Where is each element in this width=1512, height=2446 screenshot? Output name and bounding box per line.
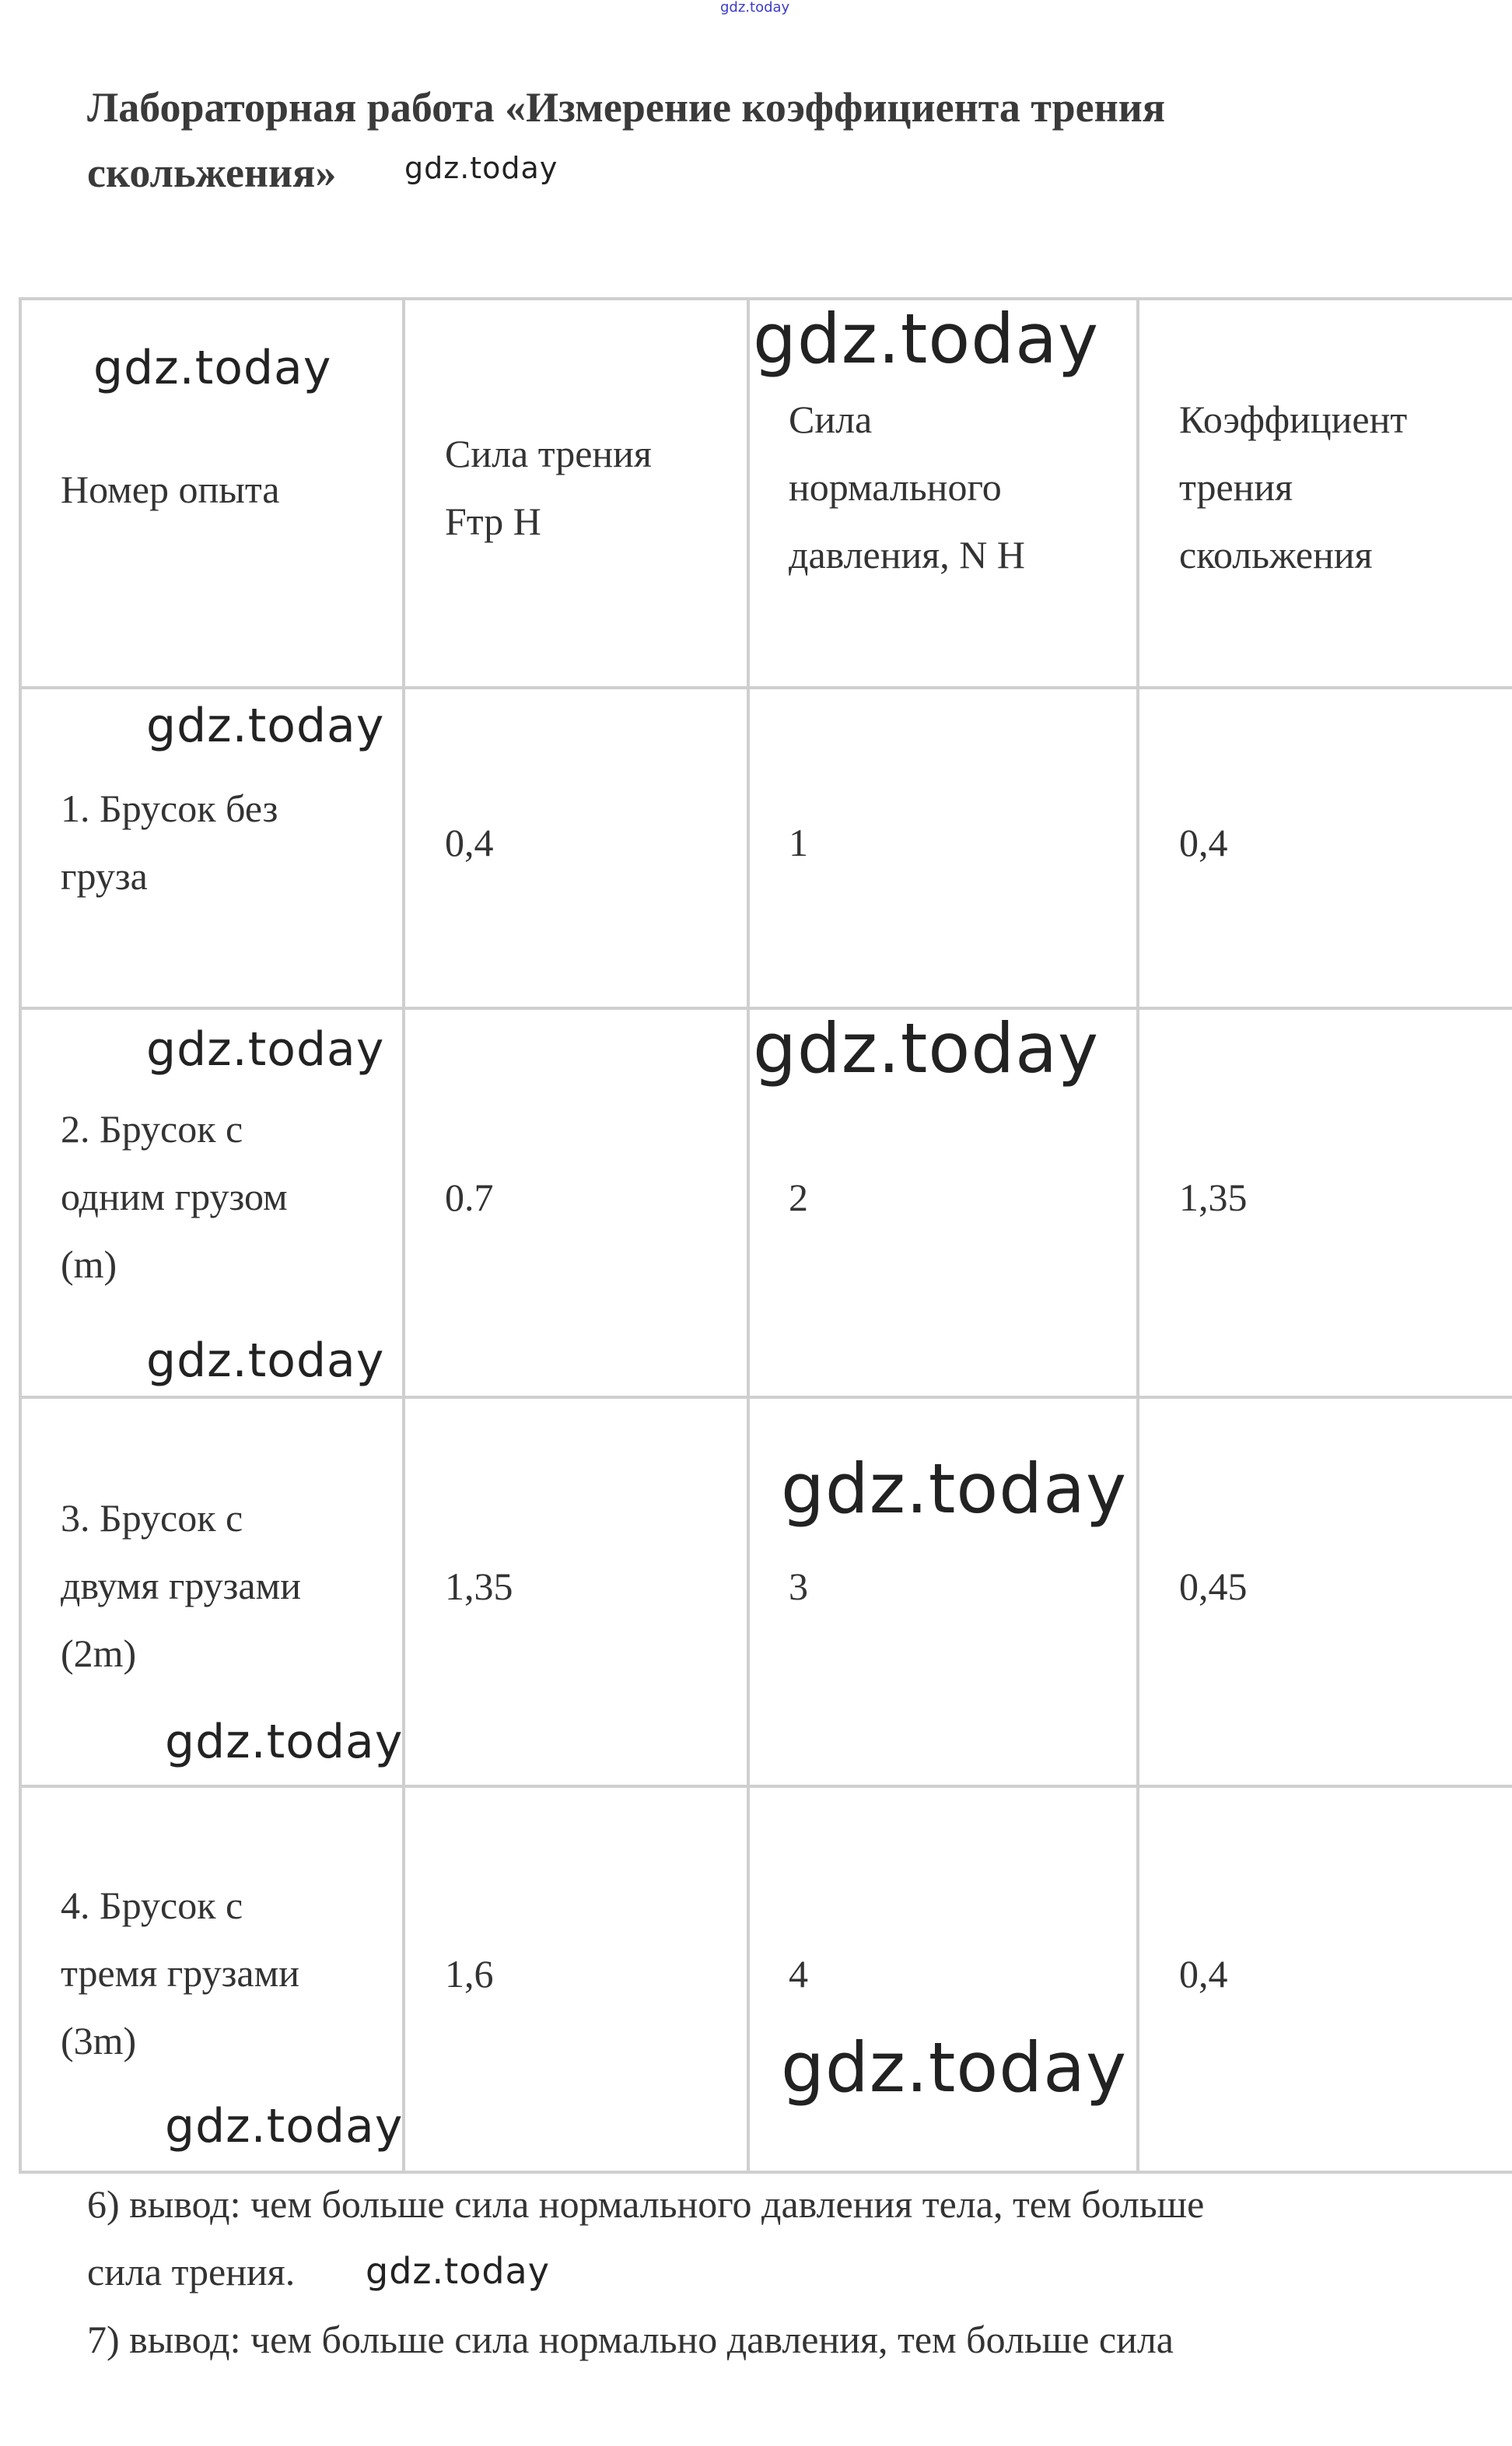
table-border (19, 1007, 1512, 1010)
table-border (402, 297, 405, 2174)
table-row-3-experiment: 3. Брусок с двумя грузами (2m) (61, 1484, 301, 1687)
watermark: gdz.today (366, 2250, 550, 2292)
watermark: gdz.today (93, 341, 332, 395)
table-border (19, 686, 1512, 689)
watermark: gdz.today (165, 2099, 404, 2153)
table-row-3-friction: 1,35 (445, 1565, 513, 1608)
watermark: gdz.today (753, 299, 1100, 379)
table-border (19, 297, 22, 2174)
table-border (747, 297, 750, 2174)
cell-text: груза (61, 854, 148, 898)
cell-text: (2m) (61, 1631, 137, 1675)
table-border (19, 1785, 1512, 1788)
watermark: gdz.today (781, 1449, 1128, 1529)
watermark: gdz.today (165, 1715, 404, 1769)
page-title-line2: скольжения» (87, 149, 337, 196)
table-row-3-coefficient: 0,45 (1179, 1565, 1248, 1608)
header-text: Коэффициент (1179, 398, 1408, 441)
table-border (1136, 297, 1139, 2174)
table-row-2-experiment: 2. Брусок с одним грузом (m) (61, 1095, 288, 1298)
watermark: gdz.today (146, 1333, 385, 1388)
cell-text: 3. Брусок с (61, 1496, 243, 1540)
header-text: Fтр Н (445, 499, 541, 543)
cell-text: тремя грузами (61, 1951, 299, 1995)
table-border (19, 2171, 1512, 2174)
header-friction: Сила трения Fтр Н (445, 420, 652, 555)
table-row-4-coefficient: 0,4 (1179, 1952, 1228, 1996)
cell-text: (3m) (61, 2019, 137, 2062)
table-border (19, 1396, 1512, 1399)
table-row-1-coefficient: 0,4 (1179, 821, 1228, 864)
header-text: Номер опыта (61, 468, 280, 511)
table-row-2-friction: 0.7 (445, 1176, 494, 1219)
table-row-4-normal: 4 (789, 1952, 808, 1996)
header-text: давления, N Н (789, 533, 1025, 576)
table-row-2-coefficient: 1,35 (1179, 1176, 1248, 1219)
watermark: gdz.today (146, 699, 385, 753)
header-text: трения (1179, 465, 1293, 509)
watermark-top: gdz.today (720, 0, 790, 16)
page-title-line1: Лабораторная работа «Измерение коэффицие… (87, 84, 1166, 131)
conclusion-6-line2: сила трения. (87, 2250, 296, 2294)
watermark: gdz.today (146, 1022, 385, 1077)
header-text: нормального (789, 465, 1002, 509)
table-border (19, 297, 1512, 300)
table-row-3-normal: 3 (789, 1565, 808, 1608)
header-text: скольжения (1179, 533, 1373, 576)
watermark: gdz.today (753, 1008, 1100, 1088)
table-row-2-normal: 2 (789, 1176, 808, 1219)
cell-text: (m) (61, 1242, 117, 1286)
header-text: Сила (789, 398, 873, 441)
header-experiment: Номер опыта (61, 456, 280, 524)
header-coefficient: Коэффициент трения скольжения (1179, 386, 1407, 589)
watermark: gdz.today (781, 2027, 1128, 2108)
table-row-1-friction: 0,4 (445, 821, 494, 864)
conclusion-7-line1: 7) вывод: чем больше сила нормально давл… (87, 2318, 1174, 2361)
cell-text: 2. Брусок с (61, 1107, 243, 1151)
table-row-1-experiment: 1. Брусок без груза (61, 775, 278, 910)
cell-text: 1. Брусок без (61, 787, 278, 830)
table-row-1-normal: 1 (789, 821, 808, 864)
header-normal-force: Сила нормального давления, N Н (789, 386, 1025, 589)
cell-text: 4. Брусок с (61, 1884, 243, 1927)
cell-text: двумя грузами (61, 1564, 302, 1607)
watermark: gdz.today (404, 151, 558, 185)
conclusion-6-line1: 6) вывод: чем больше сила нормального да… (87, 2182, 1205, 2226)
cell-text: одним грузом (61, 1175, 288, 1218)
table-row-4-experiment: 4. Брусок с тремя грузами (3m) (61, 1872, 299, 2075)
table-row-4-friction: 1,6 (445, 1952, 494, 1996)
header-text: Сила трения (445, 432, 652, 475)
